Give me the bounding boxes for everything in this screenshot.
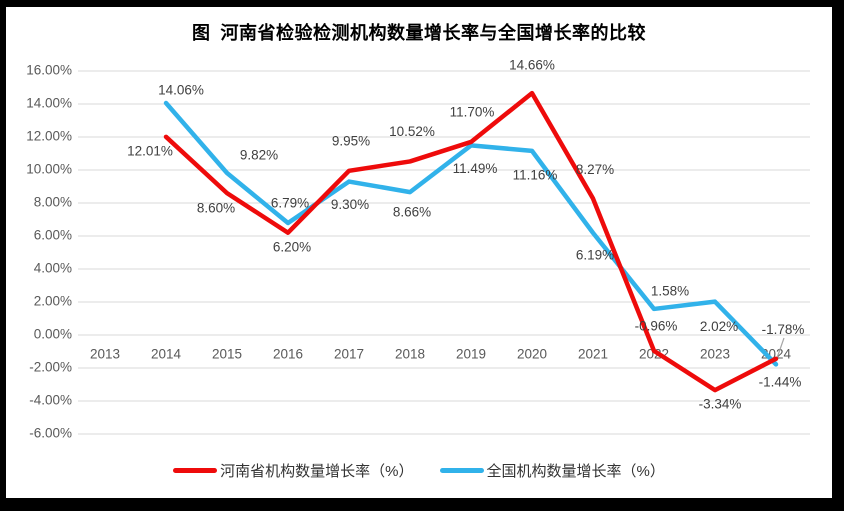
x-tick-label: 2023 xyxy=(700,347,730,362)
data-label-national: 6.19% xyxy=(576,247,614,262)
data-label-henan: -0.96% xyxy=(635,318,678,333)
data-label-national: 9.30% xyxy=(331,197,369,212)
x-tick-label: 2021 xyxy=(578,347,608,362)
y-tick-label: 12.00% xyxy=(26,129,72,144)
data-label-henan: 8.27% xyxy=(576,162,614,177)
data-label-henan: 14.66% xyxy=(509,58,555,73)
data-label-henan: 12.01% xyxy=(127,143,173,158)
data-label-henan: 6.20% xyxy=(273,239,311,254)
legend-item-henan: 河南省机构数量增长率（%） xyxy=(173,460,414,481)
y-tick-label: -2.00% xyxy=(29,360,72,375)
y-tick-label: -6.00% xyxy=(29,426,72,441)
chart-title: 图 河南省检验检测机构数量增长率与全国增长率的比较 xyxy=(192,23,646,43)
data-label-national: 14.06% xyxy=(158,83,204,98)
y-tick-label: 0.00% xyxy=(34,327,72,342)
data-label-henan: -1.44% xyxy=(759,374,802,389)
y-tick-label: 6.00% xyxy=(34,228,72,243)
data-label-henan: 10.52% xyxy=(389,124,435,139)
x-tick-label: 2013 xyxy=(90,347,120,362)
data-label-national: 6.79% xyxy=(271,196,309,211)
x-tick-label: 2019 xyxy=(456,347,486,362)
y-tick-label: 4.00% xyxy=(34,261,72,276)
legend-item-national: 全国机构数量增长率（%） xyxy=(439,460,665,481)
y-tick-label: 10.00% xyxy=(26,162,72,177)
data-label-henan: 8.60% xyxy=(197,201,235,216)
x-tick-label: 2016 xyxy=(273,347,303,362)
data-label-henan: 11.70% xyxy=(450,105,495,120)
data-label-national: 11.49% xyxy=(453,161,498,176)
data-label-henan: 9.95% xyxy=(332,133,370,148)
series-line-national xyxy=(163,100,779,367)
data-label-national: 11.16% xyxy=(513,167,558,182)
henan-series-label: 河南省机构数量增长率（%） xyxy=(220,463,414,480)
national-series-label: 全国机构数量增长率（%） xyxy=(486,463,665,480)
data-label-national: 1.58% xyxy=(651,283,689,298)
data-label-national: -1.78% xyxy=(762,322,805,337)
data-label-national: 2.02% xyxy=(700,319,738,334)
legend: 河南省机构数量增长率（%） 全国机构数量增长率（%） xyxy=(6,460,832,481)
x-tick-label: 2020 xyxy=(517,347,547,362)
data-label-henan: -3.34% xyxy=(699,397,742,412)
x-tick-label: 2014 xyxy=(151,347,182,362)
national-series-swatch xyxy=(439,468,484,473)
y-tick-label: 16.00% xyxy=(26,63,72,78)
chart-window: 图 河南省检验检测机构数量增长率与全国增长率的比较 16.00% 14.00% 12… xyxy=(6,7,832,498)
y-tick-label: 2.00% xyxy=(34,294,72,309)
henan-series-swatch xyxy=(173,468,218,473)
data-label-national: 9.82% xyxy=(240,148,278,163)
label-leader-line xyxy=(776,337,785,359)
line-chart-plot: 16.00% 14.00% 12.00% 10.00% 8.00% 6.00% 4.00% 2… xyxy=(26,58,810,441)
data-label-national: 8.66% xyxy=(393,205,431,220)
y-tick-label: 14.00% xyxy=(26,96,72,111)
x-tick-label: 2018 xyxy=(395,347,425,362)
series-line-henan xyxy=(163,90,779,393)
y-tick-label: 8.00% xyxy=(34,195,72,210)
x-tick-label: 2017 xyxy=(334,347,364,362)
x-tick-label: 2015 xyxy=(212,347,242,362)
y-tick-label: -4.00% xyxy=(29,393,72,408)
